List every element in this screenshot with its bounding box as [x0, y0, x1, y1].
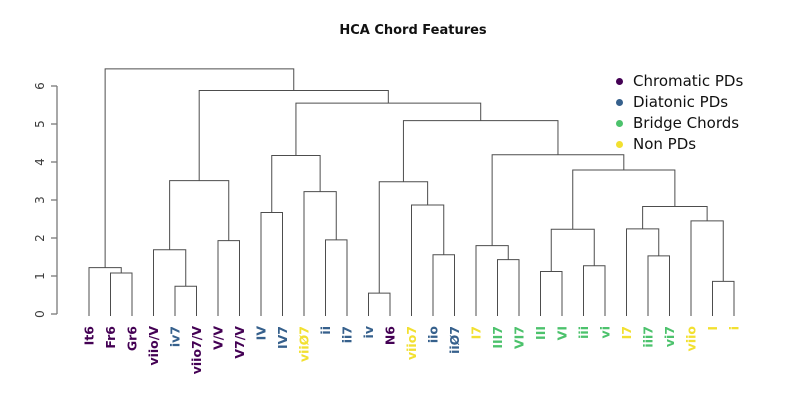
- leaf-label: viio/V: [146, 326, 161, 366]
- legend-label: Bridge Chords: [633, 114, 740, 132]
- y-axis: 0 1 2 3 4 5 6: [33, 82, 58, 318]
- leaf-label: ii: [318, 326, 333, 335]
- leaf-label: N6: [383, 326, 398, 345]
- leaf-label: VI7: [512, 326, 527, 349]
- leaf-label: iiØ7: [447, 326, 462, 354]
- dendrogram-link: [217, 240, 240, 316]
- leaf-label: I7: [469, 326, 484, 339]
- dendrogram-link: [110, 272, 133, 316]
- dendrogram-link: [572, 169, 676, 230]
- legend-dot-icon: [616, 78, 623, 85]
- dendrogram-link: [540, 270, 563, 316]
- leaf-label: vi: [598, 326, 613, 338]
- leaf-label: i: [727, 326, 742, 330]
- dendrogram-link: [198, 90, 389, 181]
- leaf-label: VI: [555, 326, 570, 340]
- dendrogram-link: [690, 220, 724, 316]
- leaf-label: viio: [684, 326, 699, 352]
- legend-label: Non PDs: [633, 135, 697, 153]
- y-tick-label: 0: [33, 310, 47, 318]
- dendrogram-link: [104, 68, 295, 268]
- leaf-label: III7: [490, 326, 505, 349]
- leaf-label: vi7: [662, 326, 677, 347]
- dendrogram-link: [583, 265, 606, 316]
- legend-item-diatonic: Diatonic PDs: [616, 92, 743, 113]
- leaf-label: Fr6: [103, 326, 118, 349]
- leaf-label: III: [533, 326, 548, 340]
- dendrogram-link: [174, 285, 197, 316]
- dendrogram-link: [491, 154, 625, 246]
- leaf-label: viio7: [404, 326, 419, 360]
- legend-dot-icon: [616, 141, 623, 148]
- dendrogram-link: [88, 267, 122, 316]
- dendrogram-link: [303, 191, 337, 316]
- leaf-labels: It6 Fr6 Gr6 viio/V iv7 viio7/V V/V V7/V IV IV7 vii…: [82, 326, 742, 375]
- dendrogram-link: [295, 102, 482, 156]
- leaf-label: viiØ7: [297, 326, 312, 362]
- leaf-label: iii: [576, 326, 591, 339]
- leaf-label: I: [705, 326, 720, 331]
- dendrogram-link: [647, 255, 670, 316]
- legend-label: Diatonic PDs: [633, 93, 729, 111]
- leaf-label: V7/V: [232, 326, 247, 359]
- dendrogram-links: [88, 68, 735, 316]
- dendrogram-link: [325, 239, 348, 316]
- dendrogram-link: [411, 204, 445, 316]
- dendrogram-link: [169, 180, 230, 250]
- leaf-label: It6: [82, 326, 97, 346]
- dendrogram-link: [626, 228, 660, 316]
- leaf-label: iv: [361, 326, 376, 338]
- leaf-label: iv7: [168, 326, 183, 347]
- y-tick-label: 3: [33, 196, 47, 204]
- dendrogram-link: [378, 181, 429, 294]
- legend-dot-icon: [616, 120, 623, 127]
- legend: Chromatic PDs Diatonic PDs Bridge Chords No…: [616, 71, 743, 155]
- dendrogram-link: [402, 120, 559, 182]
- y-tick-label: 4: [33, 158, 47, 166]
- y-tick-label: 5: [33, 120, 47, 128]
- legend-item-chromatic: Chromatic PDs: [616, 71, 743, 92]
- leaf-label: IV7: [275, 326, 290, 349]
- leaf-label: I7: [619, 326, 634, 339]
- legend-label: Chromatic PDs: [633, 72, 744, 90]
- leaf-label: viio7/V: [189, 326, 204, 375]
- dendrogram-link: [642, 205, 708, 229]
- leaf-label: IV: [254, 326, 269, 341]
- legend-item-non: Non PDs: [616, 134, 743, 155]
- dendrogram-link: [712, 280, 735, 316]
- dendrogram-link: [550, 228, 595, 272]
- leaf-label: Gr6: [125, 326, 140, 351]
- leaf-label: iio: [426, 326, 441, 344]
- chart-title: HCA Chord Features: [339, 23, 487, 38]
- y-tick-label: 2: [33, 234, 47, 242]
- y-tick-label: 6: [33, 82, 47, 90]
- dendrogram-link: [368, 292, 391, 316]
- legend-item-bridge: Bridge Chords: [616, 113, 743, 134]
- leaf-label: ii7: [340, 326, 355, 343]
- y-tick-label: 1: [33, 272, 47, 280]
- leaf-label: V/V: [211, 326, 226, 350]
- legend-dot-icon: [616, 99, 623, 106]
- dendrogram-link: [260, 212, 283, 316]
- dendrogram-link: [153, 249, 187, 316]
- dendrogram-link: [497, 259, 520, 316]
- leaf-label: iii7: [641, 326, 656, 348]
- dendrogram-link: [475, 245, 509, 316]
- dendrogram-link: [432, 254, 455, 316]
- dendrogram-link: [271, 155, 321, 213]
